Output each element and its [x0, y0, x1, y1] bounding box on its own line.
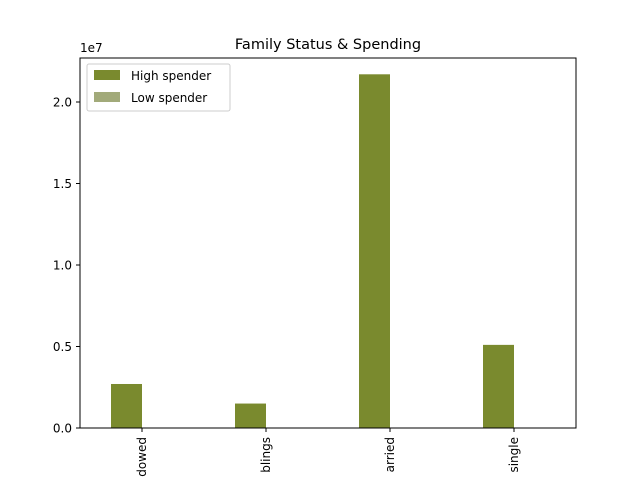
y-tick-label: 1.0 — [53, 259, 72, 273]
legend: High spender Low spender — [86, 63, 231, 112]
x-axis: dowed blings arried single — [135, 428, 521, 477]
legend-swatch-low-spender — [94, 92, 120, 102]
plot-frame — [79, 57, 577, 429]
x-tick-label: blings — [259, 437, 273, 473]
legend-swatch-high-spender — [94, 70, 120, 80]
legend-box — [86, 63, 231, 112]
bar-high-spender-3 — [483, 344, 514, 428]
legend-label-low-spender: Low spender — [131, 91, 207, 105]
chart-title: Family Status & Spending — [235, 37, 421, 53]
y-tick-label: 1.5 — [53, 177, 72, 191]
y-tick-label: 0.5 — [53, 340, 72, 354]
y-tick-label: 2.0 — [53, 96, 72, 110]
y-offset-label: 1e7 — [80, 41, 103, 55]
y-axis: 0.0 0.5 1.0 1.5 2.0 — [53, 96, 80, 436]
x-tick-label: single — [507, 437, 521, 473]
x-tick-label: arried — [383, 437, 397, 472]
bar-high-spender-1 — [235, 403, 266, 428]
bar-high-spender-2 — [359, 74, 390, 428]
legend-label-high-spender: High spender — [131, 69, 211, 83]
bars — [111, 74, 514, 428]
y-tick-label: 0.0 — [53, 422, 72, 436]
bar-high-spender-0 — [111, 383, 142, 428]
x-tick-label: dowed — [135, 437, 149, 477]
